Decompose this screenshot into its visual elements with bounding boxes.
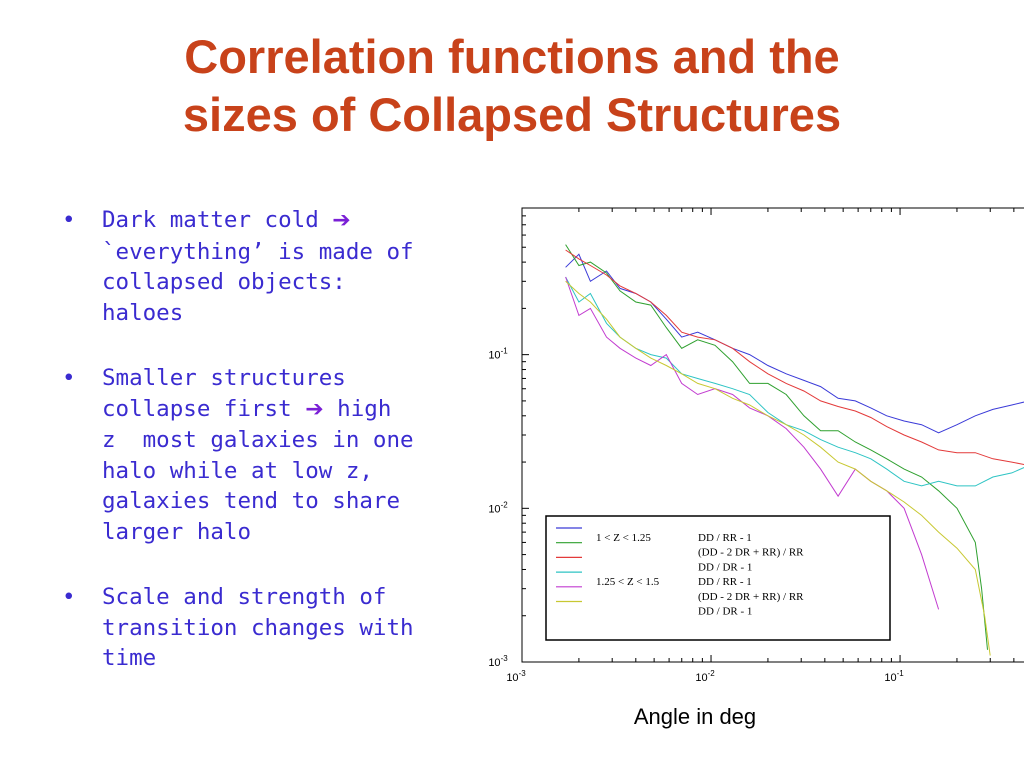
bullet-line: `everything’ is made of xyxy=(102,238,414,265)
legend-estimator-label: (DD - 2 DR + RR) / RR xyxy=(698,547,804,559)
bullet-item: • Dark matter cold ➔ `everything’ is made… xyxy=(62,205,502,328)
legend-estimator-label: DD / RR - 1 xyxy=(698,532,752,544)
bullet-line: galaxies tend to share xyxy=(102,488,401,514)
y-tick-exp: -1 xyxy=(501,347,509,356)
y-tick-exp: -3 xyxy=(501,654,509,663)
legend-estimator-label: DD / DR - 1 xyxy=(698,606,752,618)
x-tick-exp: -1 xyxy=(897,669,905,678)
bullet-dot: • xyxy=(62,584,76,610)
arrow-icon: ➔ xyxy=(332,208,351,233)
legend-estimator-label: (DD - 2 DR + RR) / RR xyxy=(698,591,804,603)
bullet-dot: • xyxy=(62,207,76,233)
y-tick-base: 10 xyxy=(488,503,500,515)
x-tick-exp: -3 xyxy=(519,669,527,678)
bullet-line: transition changes with xyxy=(102,614,414,641)
bullet-line-tail: high xyxy=(323,395,392,422)
y-tick-label: 10-3 xyxy=(488,654,508,669)
bullet-line: Scale and strength of xyxy=(102,584,387,610)
legend-estimator-label: DD / DR - 1 xyxy=(698,561,752,573)
slide-title: Correlation functions and the sizes of C… xyxy=(0,28,1024,144)
x-axis-caption: Angle in deg xyxy=(633,704,757,729)
bullet-line: collapsed objects: xyxy=(102,269,346,295)
x-tick-label: 10-3 xyxy=(506,669,526,684)
bullet-line: larger halo xyxy=(102,518,252,545)
arrow-icon: ➔ xyxy=(305,396,324,422)
bullet-line: collapse first xyxy=(102,395,306,422)
legend-box xyxy=(545,515,891,641)
series-line xyxy=(565,249,1024,466)
legend-range-label: 1 < Z < 1.25 xyxy=(596,532,651,544)
series-line xyxy=(565,280,991,656)
bullet-item: • Smaller structures collapse first ➔ hig… xyxy=(62,363,502,547)
bullet-line: time xyxy=(102,645,157,671)
x-tick-label: 10-2 xyxy=(695,669,715,684)
x-tick-base: 10 xyxy=(884,672,896,684)
x-tick-base: 10 xyxy=(695,672,707,684)
bullet-line: Dark matter cold xyxy=(102,207,333,233)
y-tick-base: 10 xyxy=(488,350,500,362)
y-tick-base: 10 xyxy=(488,657,500,669)
bullet-line: haloes xyxy=(102,299,184,326)
x-tick-base: 10 xyxy=(506,672,518,684)
bullet-line: z most galaxies in one xyxy=(102,427,414,453)
bullet-line: Smaller structures xyxy=(102,365,346,391)
y-tick-exp: -2 xyxy=(501,500,509,509)
legend-range-label: 1.25 < Z < 1.5 xyxy=(596,576,660,588)
correlation-function-chart: 10-3 10-2 10-110-310-210-11 < Z < 1.25 DD /… xyxy=(488,207,1024,684)
y-tick-label: 10-2 xyxy=(488,500,508,515)
legend-estimator-label: DD / RR - 1 xyxy=(698,576,752,588)
bullet-item: • Scale and strength of transition change… xyxy=(62,582,502,674)
slide-title-line-2: sizes of Collapsed Structures xyxy=(182,88,842,141)
bullet-dot: • xyxy=(62,365,76,391)
bullet-list: • Dark matter cold ➔ `everything’ is made… xyxy=(62,205,502,709)
x-tick-exp: -2 xyxy=(708,669,716,678)
y-tick-label: 10-1 xyxy=(488,347,508,362)
slide-title-line-1: Correlation functions and the xyxy=(184,30,840,83)
x-tick-label: 10-1 xyxy=(884,669,904,684)
bullet-line: halo while at low z, xyxy=(102,457,373,484)
series-group xyxy=(565,244,1024,656)
